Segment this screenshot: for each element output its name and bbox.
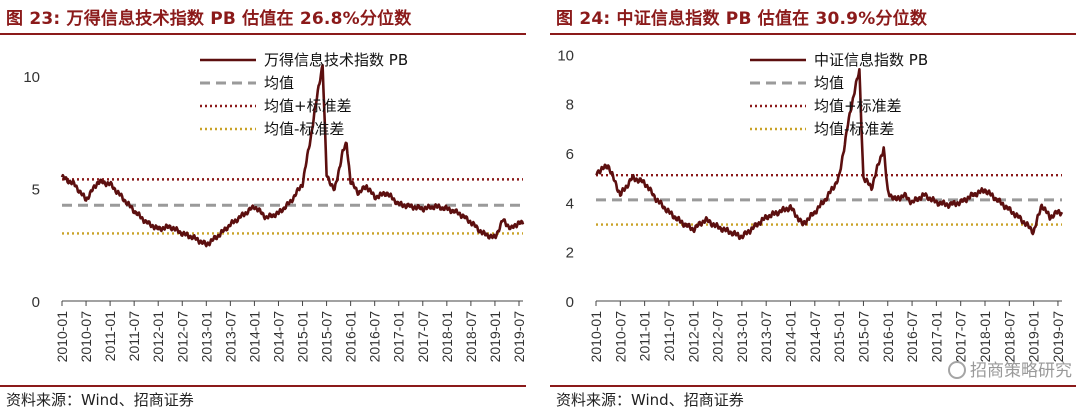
pb-chart-csi-info: 0 2 4 6 8 10 2010-01 2010-07 2011-01 2011-07 2012-… xyxy=(557,47,1066,363)
x-tick-label: 2016-07 xyxy=(904,311,920,363)
source-note: 资料来源：Wind、招商证券 xyxy=(556,391,744,409)
x-tick-label: 2013-07 xyxy=(222,311,238,363)
x-tick-label: 2017-01 xyxy=(928,311,944,363)
series-line-pb xyxy=(60,63,525,248)
x-tick-label: 2015-07 xyxy=(855,311,871,363)
legend-label: 均值-标准差 xyxy=(814,120,894,138)
x-tick-label: 2019-01 xyxy=(487,311,503,363)
y-tick-label: 2 xyxy=(566,245,574,262)
series-line-pb xyxy=(595,68,1064,241)
source-rule xyxy=(0,385,526,387)
x-tick-label: 2015-01 xyxy=(831,311,847,363)
x-tick-label: 2012-01 xyxy=(685,311,701,363)
x-tick-label: 2011-07 xyxy=(661,311,677,362)
x-tick-label: 2019-07 xyxy=(511,311,527,363)
watermark-text: 招商策略研究 xyxy=(970,361,1072,381)
x-tick-label: 2011-07 xyxy=(126,311,142,362)
x-tick-label: 2013-01 xyxy=(734,311,750,363)
x-tick-label: 2018-07 xyxy=(1001,311,1017,363)
legend-label: 均值 xyxy=(264,74,294,92)
y-tick-label: 4 xyxy=(566,195,574,212)
y-tick-label: 0 xyxy=(566,294,574,311)
legend-label: 万得信息技术指数 PB xyxy=(264,51,408,69)
x-tick-label: 2012-07 xyxy=(174,311,190,363)
wechat-icon xyxy=(948,361,966,379)
legend-label: 均值 xyxy=(814,74,844,92)
x-tick-label: 2015-01 xyxy=(295,311,311,363)
watermark: 招商策略研究 xyxy=(948,356,1072,381)
figure-23: 图 23: 万得信息技术指数 PB 估值在 26.8%分位数 0 5 10 2010-… xyxy=(0,0,530,416)
legend-label: 均值+标准差 xyxy=(814,97,902,115)
x-tick-label: 2018-07 xyxy=(463,311,479,363)
x-tick-label: 2018-01 xyxy=(439,311,455,363)
x-tick-label: 2016-07 xyxy=(367,311,383,363)
x-tick-label: 2016-01 xyxy=(343,311,359,363)
x-tick-label: 2012-01 xyxy=(150,311,166,363)
x-tick-label: 2014-07 xyxy=(270,311,286,363)
y-tick-label: 10 xyxy=(23,69,40,86)
x-tick-label: 2014-01 xyxy=(246,311,262,363)
x-tick-label: 2010-01 xyxy=(588,311,604,363)
y-tick-label: 0 xyxy=(32,294,40,311)
pb-chart-wind-it: 0 5 10 2010-01 2010-07 2011-01 2011-07 2012-01 2… xyxy=(23,51,527,363)
x-tick-label: 2010-07 xyxy=(78,311,94,363)
legend-label: 均值-标准差 xyxy=(264,120,344,138)
x-tick-label: 2019-07 xyxy=(1050,311,1066,363)
y-tick-label: 6 xyxy=(566,146,574,163)
title-rule xyxy=(0,33,526,35)
x-tick-label: 2010-01 xyxy=(54,311,70,363)
x-tick-label: 2013-01 xyxy=(198,311,214,363)
x-tick-label: 2017-07 xyxy=(953,311,969,363)
x-tick-label: 2013-07 xyxy=(758,311,774,363)
y-tick-label: 5 xyxy=(32,181,40,198)
x-tick-label: 2014-07 xyxy=(807,311,823,363)
source-rule xyxy=(550,385,1076,387)
x-tick-label: 2011-01 xyxy=(637,311,653,362)
legend-label: 均值+标准差 xyxy=(264,97,352,115)
x-tick-label: 2012-07 xyxy=(710,311,726,363)
legend-label: 中证信息指数 PB xyxy=(814,51,928,69)
x-tick-label: 2018-01 xyxy=(977,311,993,363)
x-tick-label: 2011-01 xyxy=(102,311,118,362)
x-tick-label: 2017-01 xyxy=(391,311,407,363)
x-tick-label: 2016-01 xyxy=(880,311,896,363)
x-tick-label: 2014-01 xyxy=(783,311,799,363)
x-tick-label: 2017-07 xyxy=(415,311,431,363)
figure-title: 图 24: 中证信息指数 PB 估值在 30.9%分位数 xyxy=(556,9,928,29)
figure-title: 图 23: 万得信息技术指数 PB 估值在 26.8%分位数 xyxy=(6,9,412,29)
source-note: 资料来源：Wind、招商证券 xyxy=(6,391,194,409)
y-tick-label: 10 xyxy=(557,47,574,64)
figure-24: 图 24: 中证信息指数 PB 估值在 30.9%分位数 0 2 4 6 8 10 2010… xyxy=(550,0,1080,416)
x-tick-label: 2010-07 xyxy=(612,311,628,363)
x-tick-label: 2015-07 xyxy=(319,311,335,363)
y-tick-label: 8 xyxy=(566,97,574,114)
title-rule xyxy=(550,33,1076,35)
x-tick-label: 2019-01 xyxy=(1026,311,1042,363)
